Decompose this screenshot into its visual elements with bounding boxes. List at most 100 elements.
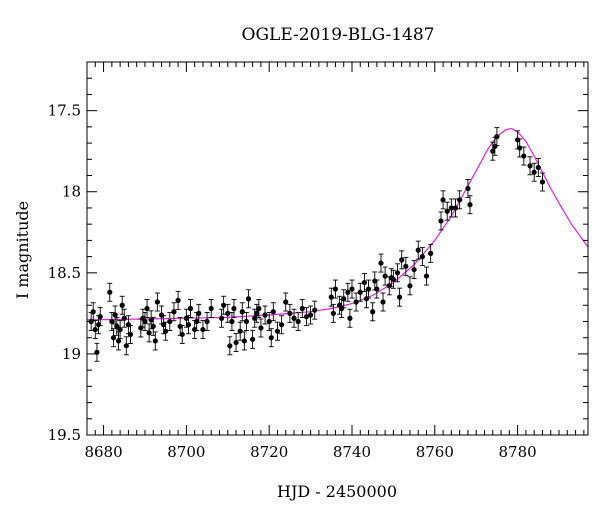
data-point: [330, 303, 336, 323]
data-point: [312, 300, 318, 320]
data-point: [332, 279, 339, 299]
data-point: [239, 302, 245, 322]
x-tick-label: 8700: [167, 443, 205, 461]
data-point: [353, 292, 359, 312]
data-point: [245, 289, 252, 309]
data-point: [539, 172, 546, 192]
data-point: [243, 312, 250, 331]
data-point: [115, 331, 122, 351]
x-tick-label: 8740: [333, 443, 371, 461]
data-point: [378, 253, 384, 273]
data-point: [268, 328, 274, 348]
data-point: [328, 287, 334, 307]
y-tick-label: 18: [62, 183, 81, 201]
data-point: [295, 312, 301, 331]
data-point: [397, 287, 403, 307]
x-axis-label: HJD - 2450000: [277, 482, 397, 501]
data-point: [152, 331, 158, 351]
data-point: [407, 276, 413, 296]
data-point: [457, 190, 463, 210]
data-point: [154, 292, 160, 312]
x-tick-label: 8760: [416, 443, 454, 461]
data-point: [175, 290, 181, 310]
data-point: [452, 198, 459, 218]
data-point: [374, 279, 380, 299]
data-point: [419, 247, 425, 267]
data-point: [221, 295, 227, 315]
data-point: [229, 312, 235, 331]
data-point: [123, 336, 129, 356]
data-point: [370, 302, 376, 322]
data-point: [465, 179, 471, 198]
data-point: [531, 162, 537, 182]
data-point: [380, 292, 386, 312]
data-point: [341, 289, 347, 309]
data-point: [527, 156, 533, 176]
data-point: [307, 305, 314, 325]
data-point: [110, 328, 117, 348]
y-tick-label: 19.5: [48, 426, 81, 444]
data-point: [109, 312, 115, 331]
data-point: [146, 323, 152, 343]
data-point: [233, 333, 239, 353]
data-point: [287, 303, 293, 323]
data-point: [208, 299, 214, 318]
data-point: [142, 312, 148, 331]
data-point: [266, 312, 272, 331]
y-tick-label: 18.5: [48, 264, 81, 282]
data-point: [345, 282, 351, 302]
data-point: [127, 325, 134, 344]
data-point: [97, 307, 103, 327]
data-point: [291, 308, 297, 328]
data-point: [167, 312, 173, 331]
y-axis-label: I magnitude: [13, 201, 32, 299]
y-tick-label: 19: [62, 345, 81, 363]
data-point: [163, 321, 169, 341]
data-point: [411, 260, 417, 280]
data-point: [349, 279, 355, 299]
data-point: [250, 329, 256, 349]
data-point: [256, 299, 262, 318]
data-point: [187, 299, 194, 318]
data-point: [171, 302, 177, 322]
plot-frame: [86, 61, 589, 436]
data-point: [283, 292, 289, 312]
data-point: [92, 320, 98, 340]
data-point: [517, 138, 523, 158]
data-point: [112, 305, 118, 325]
data-point: [262, 305, 268, 325]
data-point: [382, 266, 388, 286]
data-point: [270, 302, 276, 322]
data-point: [299, 299, 305, 318]
data-point: [204, 312, 210, 331]
data-point: [403, 256, 409, 276]
data-point: [279, 315, 285, 335]
data-point: [179, 325, 185, 344]
data-point: [90, 302, 96, 322]
data-point: [428, 243, 434, 263]
data-point: [121, 308, 127, 328]
data-point: [365, 279, 372, 299]
data-point: [438, 211, 444, 231]
data-point: [117, 320, 123, 340]
data-point: [390, 269, 396, 289]
data-point: [399, 250, 405, 270]
model-curve: [86, 127, 589, 321]
data-point: [158, 305, 165, 325]
data-point: [231, 299, 237, 318]
data-point: [200, 320, 206, 340]
data-point: [423, 266, 430, 286]
plot-area: 8680 8700 8720 8740 8760 8780 17.5 18 18.5 19 19.5: [48, 61, 589, 461]
data-point: [357, 282, 363, 302]
y-tick-label: 17.5: [48, 102, 81, 120]
data-point: [225, 303, 231, 323]
data-point: [303, 307, 310, 327]
x-tick-label: 8680: [84, 443, 122, 461]
data-point: [194, 312, 200, 331]
data-point: [150, 316, 156, 336]
data-point: [144, 299, 150, 318]
data-point: [467, 195, 473, 215]
data-point: [94, 342, 100, 362]
data-point: [535, 157, 541, 177]
